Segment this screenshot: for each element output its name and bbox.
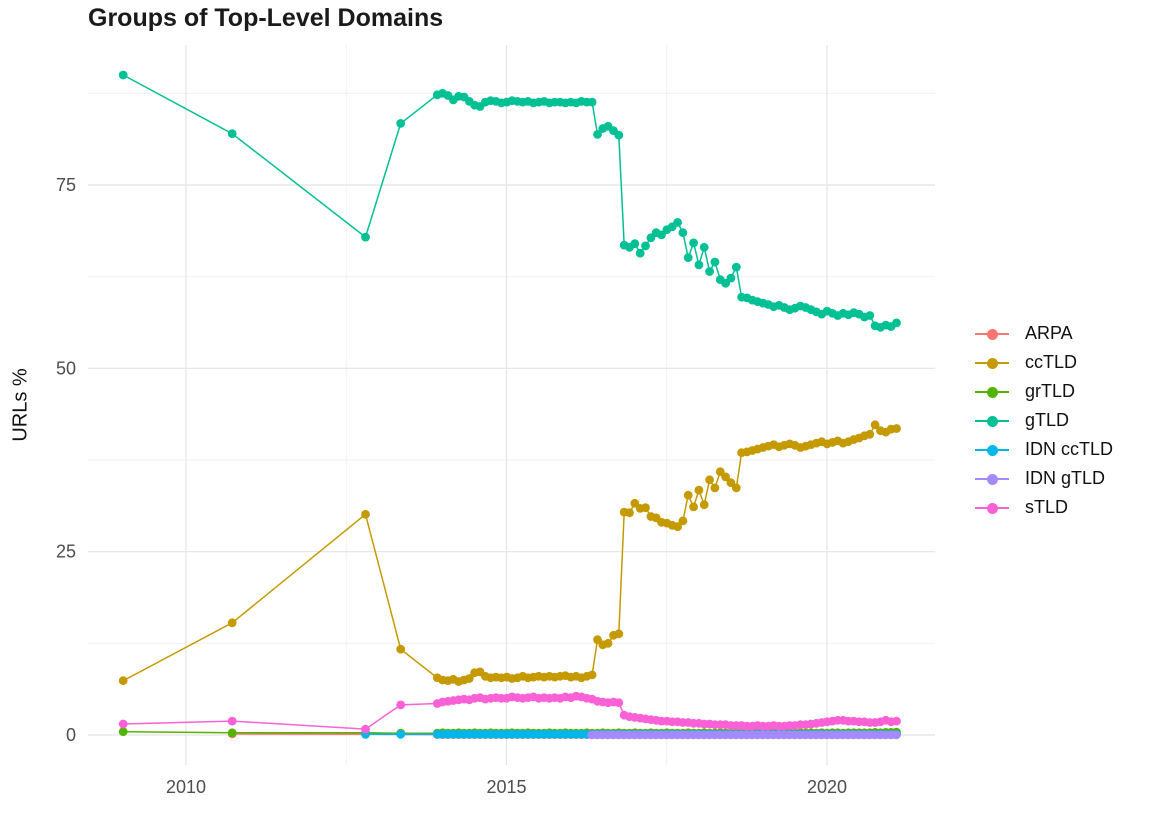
legend-dot-swatch [987, 328, 998, 340]
legend-dot-swatch [987, 415, 998, 427]
x-tick-label: 2015 [486, 777, 526, 797]
chart-title: Groups of Top-Level Domains [88, 4, 444, 32]
legend-key-icon [975, 473, 1009, 485]
y-tick-label: 50 [56, 358, 76, 378]
y-tick-label: 75 [56, 175, 76, 195]
legend-key-icon [975, 386, 1009, 398]
legend-label: ARPA [1025, 323, 1073, 343]
legend-key-icon [975, 502, 1009, 514]
series-points [118, 691, 901, 734]
legend-dot-swatch [987, 473, 998, 485]
grid-minor [88, 45, 935, 765]
series-points [118, 420, 901, 686]
x-tick-label: 2010 [166, 777, 206, 797]
x-tick-label: 2020 [807, 777, 847, 797]
legend-label: IDN ccTLD [1025, 439, 1114, 459]
y-axis-tick-labels: 0 25 50 75 [56, 175, 76, 745]
legend-label: ccTLD [1025, 352, 1078, 372]
series-idn-gtld [587, 730, 901, 740]
legend-key-icon [975, 357, 1009, 369]
legend-item-stld: sTLD [975, 493, 1113, 522]
legend: ARPA ccTLD grTLD gTLD IDN ccTLD IDN gTLD sTLD [975, 319, 1113, 522]
series-points [587, 730, 901, 740]
y-tick-label: 25 [56, 542, 76, 562]
series-gtld [118, 70, 901, 332]
legend-label: IDN gTLD [1025, 468, 1106, 488]
legend-item-cctld: ccTLD [975, 348, 1113, 377]
legend-key-icon [975, 328, 1009, 340]
legend-item-grtld: grTLD [975, 377, 1113, 406]
legend-dot-swatch [987, 502, 998, 514]
series-cctld [118, 420, 901, 686]
legend-key-icon [975, 444, 1009, 456]
y-tick-label: 0 [66, 725, 76, 745]
legend-item-idn-cctld: IDN ccTLD [975, 435, 1113, 464]
grid-major [88, 45, 935, 765]
series-stld [118, 691, 901, 734]
x-axis-tick-labels: 2010 2015 2020 [166, 777, 847, 797]
series-line [122, 74, 897, 329]
legend-dot-swatch [987, 357, 998, 369]
legend-label: sTLD [1025, 497, 1069, 517]
legend-key-icon [975, 415, 1009, 427]
legend-item-arpa: ARPA [975, 319, 1113, 348]
legend-label: gTLD [1025, 410, 1070, 430]
legend-item-idn-gtld: IDN gTLD [975, 464, 1113, 493]
legend-item-gtld: gTLD [975, 406, 1113, 435]
series-points [118, 70, 901, 332]
legend-dot-swatch [987, 444, 998, 456]
legend-dot-swatch [987, 386, 998, 398]
legend-label: grTLD [1025, 381, 1076, 401]
